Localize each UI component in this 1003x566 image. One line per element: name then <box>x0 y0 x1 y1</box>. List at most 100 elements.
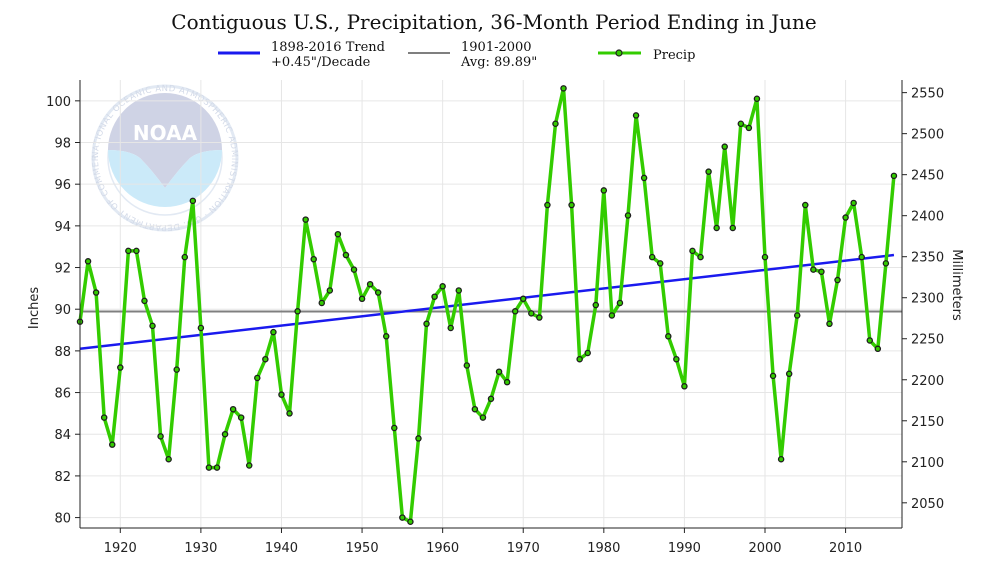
precip-point <box>374 289 382 296</box>
precip-point <box>528 310 535 317</box>
x-tick-label: 1980 <box>587 541 620 556</box>
x-tick-label: 1930 <box>184 541 217 556</box>
precip-point <box>818 268 825 275</box>
chart-title: Contiguous U.S., Precipitation, 36-Month… <box>171 10 816 34</box>
grid <box>80 80 902 528</box>
precip-point <box>294 308 301 315</box>
precip-point <box>519 295 527 303</box>
trend-layer <box>79 253 895 351</box>
precip-point <box>737 120 745 128</box>
x-tick-label: 1960 <box>426 541 459 556</box>
precip-point <box>697 253 704 261</box>
precip-point <box>141 297 148 305</box>
precip-point <box>834 276 841 284</box>
precip-point <box>689 247 696 255</box>
axes: 80 82 84 86 88 90 92 94 96 98 100 1920 1930 1940 1950 1… <box>46 80 944 556</box>
y-tick-label: 96 <box>54 178 71 193</box>
series-layer <box>76 85 898 525</box>
precip-point <box>318 299 326 307</box>
precip-point <box>254 374 261 382</box>
legend-precip-marker <box>615 49 623 57</box>
y-tick-label: 80 <box>54 512 71 527</box>
precip-point <box>753 95 761 103</box>
precip-point <box>125 247 132 255</box>
precip-point <box>262 355 269 363</box>
precip-point <box>423 320 430 328</box>
precip-point <box>552 120 559 128</box>
y-tick-label: 100 <box>46 95 71 110</box>
precip-point <box>431 293 438 300</box>
legend-average-sublabel: Avg: 89.89" <box>460 55 537 70</box>
precip-point <box>511 308 519 315</box>
precip-point <box>761 253 769 261</box>
precip-point <box>616 299 624 307</box>
noaa-logo-icon: NOAA NATIONAL OCEANIC AND ATMOSPHERIC AD… <box>0 0 239 232</box>
precip-point <box>705 168 712 175</box>
precip-point <box>245 462 253 469</box>
x-tick-label: 2010 <box>829 541 862 556</box>
precip-point <box>302 216 309 223</box>
precip-point <box>802 201 809 209</box>
precip-point <box>842 214 849 221</box>
precip-point <box>229 405 237 413</box>
y2-tick-label: 2200 <box>911 374 944 389</box>
legend-average-label: 1901-2000 <box>461 40 532 55</box>
precip-point <box>165 455 172 463</box>
precip-point <box>745 124 753 132</box>
x-tick-label: 1940 <box>265 541 298 556</box>
y2-tick-label: 2250 <box>911 333 944 348</box>
precip-point <box>149 322 156 330</box>
precip-point <box>866 337 874 344</box>
precip-point <box>568 201 575 209</box>
y2-tick-label: 2400 <box>911 210 944 225</box>
y-tick-label: 98 <box>54 137 71 152</box>
precip-point <box>197 324 205 332</box>
precip-point <box>600 187 608 194</box>
precip-point <box>407 518 414 525</box>
precip-point <box>673 355 680 363</box>
precip-point <box>656 260 664 267</box>
precip-point <box>205 464 213 471</box>
precip-point <box>391 424 398 432</box>
precip-point <box>632 112 640 119</box>
x-tick-label: 1950 <box>346 541 379 556</box>
precip-point <box>117 364 124 371</box>
precip-point <box>108 441 116 448</box>
precip-point <box>785 370 793 378</box>
precip-point <box>84 258 92 265</box>
precip-point <box>213 464 221 471</box>
precip-point <box>624 212 632 219</box>
precip-point <box>681 383 688 390</box>
precip-point <box>100 414 108 421</box>
precip-point <box>439 283 446 290</box>
precip-point <box>544 201 551 209</box>
precip-point <box>777 455 785 463</box>
precip-point <box>133 247 140 255</box>
precip-point <box>270 328 277 336</box>
precip-point <box>495 368 503 375</box>
precip-point <box>189 197 197 205</box>
precip-point <box>503 378 511 386</box>
precip-point <box>721 143 728 150</box>
precip-point <box>471 405 479 413</box>
y2-axis-label: Millimeters <box>949 249 964 321</box>
legend: 1898-2016 Trend +0.45"/Decade 1901-2000 … <box>218 40 695 70</box>
precip-point <box>576 355 583 363</box>
precip-point <box>487 395 495 403</box>
precip-point <box>455 287 463 294</box>
precip-point <box>358 295 366 303</box>
y2-tick-label: 2500 <box>911 128 944 143</box>
precip-point <box>350 266 358 273</box>
precip-point <box>648 253 656 261</box>
y-tick-label: 90 <box>54 303 71 318</box>
precip-point <box>850 199 857 207</box>
precip-point <box>463 362 471 369</box>
precip-point <box>278 391 285 398</box>
y2-tick-label: 2350 <box>911 251 944 266</box>
precip-point <box>479 414 487 421</box>
legend-precip-label: Precip <box>653 48 695 63</box>
precip-point <box>584 349 591 357</box>
trend-line <box>79 253 895 351</box>
precip-point <box>342 251 350 259</box>
